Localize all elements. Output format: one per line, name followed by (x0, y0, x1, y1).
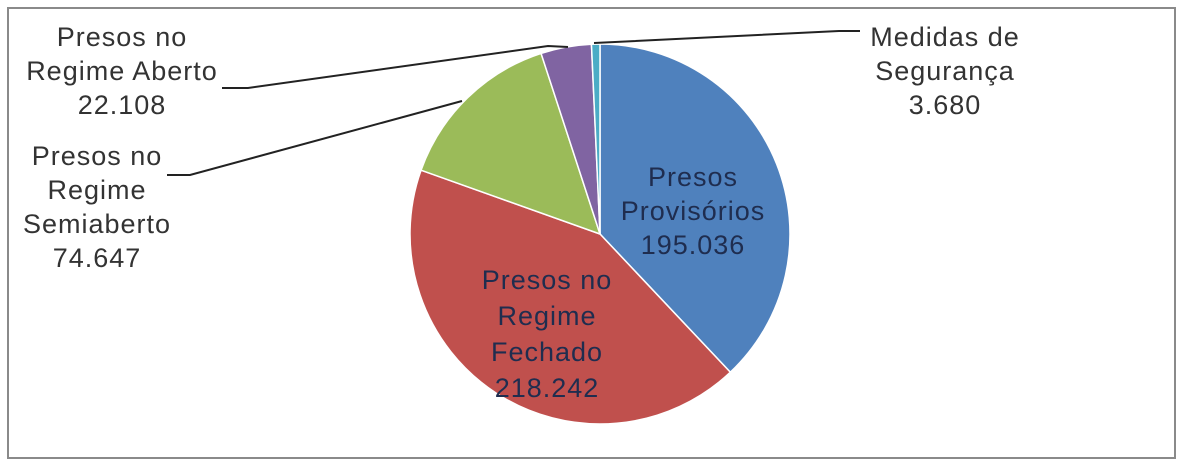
data-label-line: Fechado (491, 337, 603, 367)
data-label-medidas-seguranca: Medidas de Segurança 3.680 (870, 22, 1020, 120)
data-label-line: Medidas de (870, 22, 1020, 52)
pie-slice-medidas-seguranca (590, 43, 601, 235)
leader-line-regime-semiaberto (167, 100, 463, 176)
data-label-presos-provisorios: Presos Provisórios 195.036 (621, 162, 766, 260)
data-label-line: Regime Aberto (26, 56, 218, 86)
data-label-value: 22.108 (78, 90, 167, 120)
leader-lines (167, 30, 860, 176)
data-labels: Presos Provisórios 195.036 Presos no Regime F… (23, 22, 1020, 403)
data-label-value: 218.242 (495, 373, 600, 403)
data-label-regime-semiaberto: Presos no Regime Semiaberto 74.647 (23, 141, 171, 273)
data-label-regime-aberto: Presos no Regime Aberto 22.108 (26, 22, 218, 120)
data-label-value: 3.680 (909, 90, 982, 120)
data-label-line: Provisórios (621, 196, 766, 226)
leader-line-medidas-seguranca (593, 30, 860, 44)
pie-slice-regime-fechado (409, 169, 732, 425)
pie-slices (409, 43, 791, 425)
data-label-value: 195.036 (641, 230, 746, 260)
data-label-line: Regime (497, 301, 596, 331)
leader-line-regime-aberto (222, 44, 569, 89)
data-label-value: 74.647 (53, 243, 142, 273)
data-label-line: Segurança (875, 56, 1015, 86)
data-label-line: Presos no (482, 265, 613, 295)
data-label-line: Regime (47, 175, 146, 205)
pie-slice-presos-provisorios (599, 43, 791, 374)
data-label-line: Semiaberto (23, 209, 171, 239)
data-label-line: Presos no (32, 141, 163, 171)
data-label-regime-fechado: Presos no Regime Fechado 218.242 (482, 265, 613, 403)
data-label-line: Presos no (57, 22, 188, 52)
data-label-line: Presos (648, 162, 738, 192)
